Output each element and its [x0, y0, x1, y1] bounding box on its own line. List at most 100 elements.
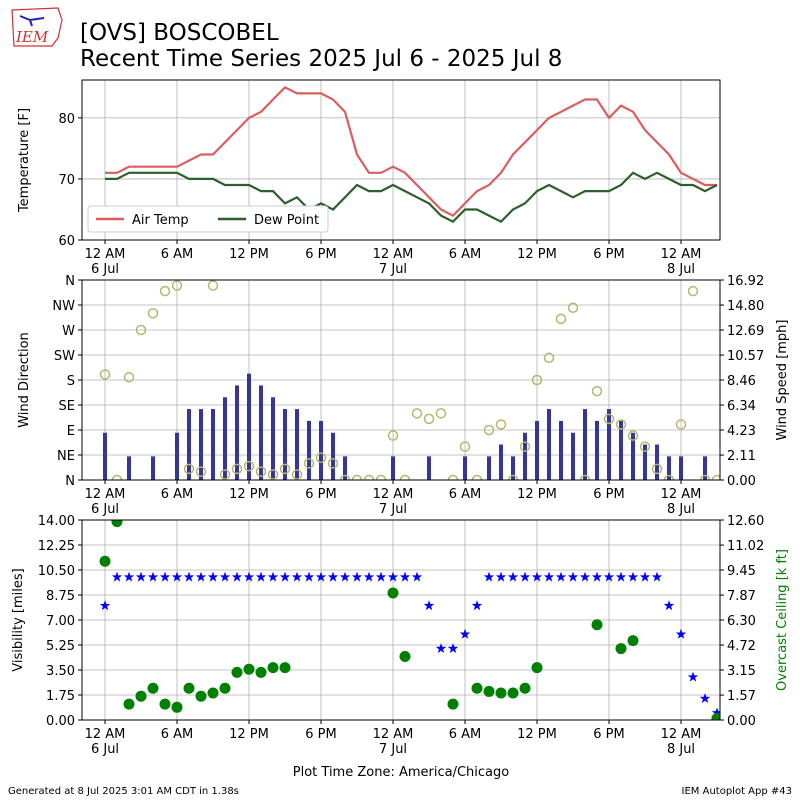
circle-marker: [303, 458, 315, 469]
y-tick-label: 1.75: [46, 689, 75, 704]
y2-tick-label: 12.60: [727, 514, 764, 529]
circle-marker: [231, 666, 243, 678]
star-marker: [339, 571, 351, 582]
line-series: [105, 171, 718, 224]
circle-marker: [111, 474, 123, 480]
star-marker: [399, 571, 411, 582]
star-marker: [639, 571, 651, 582]
circle-marker: [483, 424, 495, 436]
circle-marker: [231, 463, 243, 475]
star-marker: [579, 571, 591, 582]
circle-marker: [627, 635, 639, 647]
circle-marker: [399, 474, 411, 480]
star-marker: [99, 600, 111, 611]
circle-marker: [399, 651, 411, 663]
bar: [235, 385, 239, 480]
star-marker: [447, 643, 459, 653]
bar: [643, 444, 647, 480]
star-marker: [543, 571, 555, 582]
circle-marker: [663, 474, 675, 480]
bar: [703, 456, 707, 480]
bar: [583, 409, 587, 480]
x-tick-label: 6 PM: [593, 487, 624, 502]
circle-marker: [711, 712, 720, 720]
star-marker: [663, 600, 675, 611]
circle-marker: [207, 280, 219, 291]
y-tick-label: SW: [54, 349, 75, 364]
y-tick-label: 12.25: [38, 539, 75, 554]
y2-tick-label: 0.00: [727, 714, 756, 729]
x-tick-label: 12 AM 7 Jul: [373, 247, 414, 277]
chart-title: [OVS] BOSCOBEL: [80, 20, 279, 46]
circle-marker: [471, 682, 483, 694]
y-tick-label: 14.00: [38, 514, 75, 529]
circle-marker: [327, 458, 339, 469]
y-axis-label: Visibility [miles]: [11, 568, 26, 671]
star-marker: [615, 571, 627, 582]
star-marker: [327, 571, 339, 582]
star-marker: [315, 571, 327, 582]
x-tick-label: 12 PM: [229, 727, 269, 742]
circle-marker: [459, 441, 471, 452]
chart-subtitle: Recent Time Series 2025 Jul 6 - 2025 Jul…: [80, 46, 562, 72]
x-tick-label: 12 AM 8 Jul: [661, 247, 702, 277]
y2-tick-label: 10.57: [727, 349, 764, 364]
star-marker: [519, 571, 531, 582]
circle-marker: [111, 520, 123, 528]
bar: [307, 420, 311, 480]
star-marker: [111, 571, 123, 582]
plot-area: [105, 85, 718, 224]
star-marker: [411, 571, 423, 582]
star-marker: [567, 571, 579, 582]
circle-marker: [687, 285, 699, 297]
y-tick-label: N: [65, 274, 75, 289]
y-tick-label: NE: [57, 449, 75, 464]
x-axis-label: Plot Time Zone: America/Chicago: [293, 765, 509, 780]
circle-marker: [567, 302, 579, 314]
star-marker: [123, 571, 135, 582]
circle-marker: [591, 619, 603, 631]
y2-tick-label: 1.57: [727, 689, 756, 704]
y-tick-label: 3.50: [46, 664, 75, 679]
star-marker: [243, 571, 255, 582]
circle-marker: [135, 690, 147, 702]
x-tick-label: 12 PM: [517, 727, 557, 742]
star-marker: [159, 571, 171, 582]
bar: [151, 456, 155, 480]
circle-marker: [639, 441, 651, 452]
y-axis-label: Wind Direction: [17, 332, 32, 428]
y2-tick-label: 14.80: [727, 299, 764, 314]
y-tick-label: 80: [58, 112, 75, 127]
star-marker: [459, 628, 471, 639]
bar: [283, 409, 287, 480]
circle-marker: [699, 474, 711, 480]
circle-marker: [255, 466, 267, 477]
circle-marker: [495, 419, 507, 430]
y2-tick-label: 9.45: [727, 564, 756, 579]
y-axis-label: Temperature [F]: [17, 108, 32, 213]
bar: [391, 456, 395, 480]
y2-tick-label: 6.30: [727, 614, 756, 629]
circle-marker: [207, 687, 219, 699]
x-tick-label: 12 AM 6 Jul: [85, 727, 126, 757]
star-marker: [219, 571, 231, 582]
bar: [523, 432, 527, 480]
circle-marker: [603, 413, 615, 425]
bar: [679, 456, 683, 480]
y2-tick-label: 0.00: [727, 474, 756, 489]
line-series: [105, 85, 717, 217]
circle-marker: [339, 474, 351, 480]
circle-marker: [279, 463, 291, 475]
x-tick-label: 12 AM 8 Jul: [661, 487, 702, 517]
star-marker: [375, 571, 387, 582]
circle-marker: [579, 474, 591, 480]
circle-marker: [159, 698, 171, 710]
footer-right: IEM Autoplot App #43: [682, 786, 792, 797]
star-marker: [351, 571, 363, 582]
star-marker: [699, 693, 711, 703]
star-marker: [267, 571, 279, 582]
circle-marker: [243, 663, 255, 675]
star-marker: [207, 571, 219, 582]
plot-frame: [81, 519, 721, 721]
